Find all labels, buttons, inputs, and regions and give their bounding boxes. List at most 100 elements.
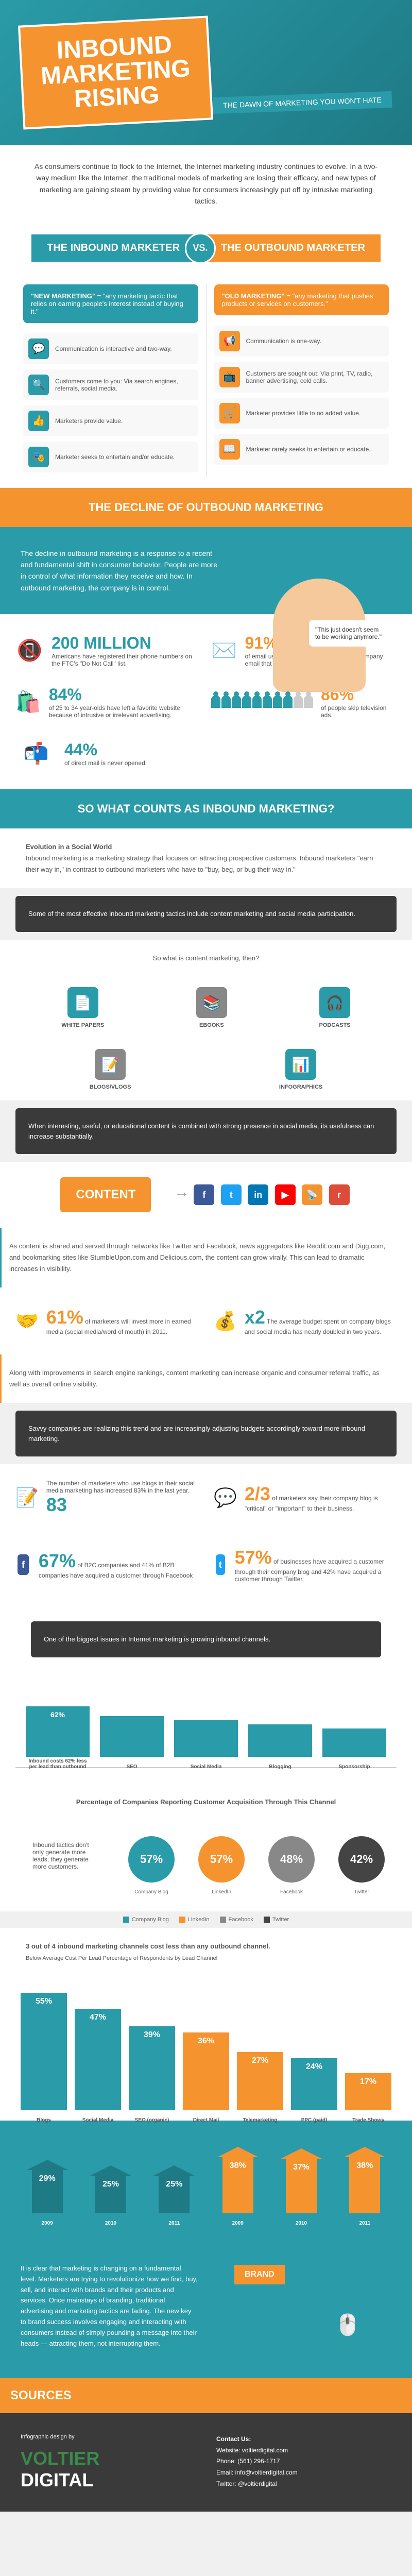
circle-stat: 57%Company Blog xyxy=(128,1836,175,1896)
reroute-text1: As content is shared and served through … xyxy=(0,1228,412,1287)
tv-icon: 📺 xyxy=(219,367,240,387)
blog-icon: 📝 xyxy=(95,1049,126,1080)
arrow: 29%2009 xyxy=(32,2170,63,2213)
hand-illustration xyxy=(247,537,391,692)
paper-icon: 📄 xyxy=(67,987,98,1018)
main-title: INBOUNDMARKETINGRISING xyxy=(39,31,192,113)
reroute-dark: Savvy companies are realizing this trend… xyxy=(15,1411,397,1456)
bar: Sponsorship xyxy=(322,1728,386,1757)
people-icon xyxy=(211,696,313,708)
dual-stat-2: 📝 The number of marketers who use blogs … xyxy=(0,1464,412,1531)
fb-icon: f xyxy=(18,1554,29,1575)
cart-icon: 🛒 xyxy=(219,403,240,423)
inbound-item: 🎭Marketer seeks to entertain and/or educ… xyxy=(23,442,198,472)
bar: SEO xyxy=(100,1716,164,1757)
contact-info: Contact Us: Website: voltierdigital.com … xyxy=(216,2434,391,2491)
stat-200m: 📵 200 MILLIONAmericans have registered t… xyxy=(15,630,201,671)
evolution-block: Evolution in a Social World Inbound mark… xyxy=(0,828,412,888)
chat-icon: 💬 xyxy=(28,338,49,359)
circles-row: Inbound tactics don't only generate more… xyxy=(0,1821,412,1911)
legend: Company Blog LinkedIn Facebook Twitter xyxy=(0,1911,412,1928)
combined-block: When interesting, useful, or educational… xyxy=(15,1108,397,1154)
megaphone-icon: 📢 xyxy=(219,331,240,351)
channels-chart: One of the biggest issues in Internet ma… xyxy=(0,1598,412,1784)
header: INBOUNDMARKETINGRISING THE DAWN OF MARKE… xyxy=(0,0,412,145)
chat-icon: 💬 xyxy=(214,1480,237,1516)
bar: Blogging xyxy=(248,1724,312,1757)
linkedin-icon: in xyxy=(248,1184,268,1205)
big-bar: 17%Trade Shows xyxy=(345,2073,391,2110)
stat-83: 📝 The number of marketers who use blogs … xyxy=(15,1480,198,1516)
brand-section: It is clear that marketing is changing o… xyxy=(0,2234,412,2378)
thumbsup-icon: 👍 xyxy=(28,411,49,431)
vs-circle: VS. xyxy=(185,233,216,264)
type-whitepapers: 📄WHITE PAPERS xyxy=(61,987,104,1028)
compare-section: "NEW MARKETING" = "any marketing tactic … xyxy=(0,274,412,488)
arrow: 38%2009 xyxy=(222,2157,253,2213)
big-bar: 47%Social Media xyxy=(75,2009,121,2110)
brand-visual: BRAND 🖱️ xyxy=(214,2255,391,2358)
search-icon: 🔍 xyxy=(28,375,49,395)
chart-icon: 📊 xyxy=(285,1049,316,1080)
reroute-text2: Along with Improvements in search engine… xyxy=(0,1354,412,1403)
type-ebooks: 📚EBOOKS xyxy=(196,987,227,1028)
decline-section: The decline in outbound marketing is a r… xyxy=(0,527,412,615)
email-icon: ✉️ xyxy=(211,630,237,671)
twitter-icon: t xyxy=(221,1184,242,1205)
inbound-title: SO WHAT COUNTS AS INBOUND MARKETING? xyxy=(0,789,412,828)
logo: Infographic design by VOLTIERDIGITAL xyxy=(21,2434,196,2491)
old-marketing-def: "OLD MARKETING" = "any marketing that pu… xyxy=(214,284,389,315)
handshake-icon: 🤝 xyxy=(15,1303,39,1339)
inbound-item: 🔍Customers come to you: Via search engin… xyxy=(23,369,198,400)
reddit-icon: r xyxy=(329,1184,350,1205)
channels-title: One of the biggest issues in Internet ma… xyxy=(31,1621,381,1657)
bar: 62%Inbound costs 62% less per lead than … xyxy=(26,1706,90,1757)
brand-text: It is clear that marketing is changing o… xyxy=(21,2263,198,2349)
stat-84: 🛍️ 84%of 25 to 34 year-olds have left a … xyxy=(15,681,201,722)
sources-title: SOURCES xyxy=(0,2378,412,2413)
blog-icon: 📝 xyxy=(15,1480,39,1516)
arrow: 25%2011 xyxy=(159,2176,190,2213)
subtitle-banner: THE DAWN OF MARKETING YOU WON'T HATE xyxy=(212,91,392,114)
masks-icon: 🎭 xyxy=(28,447,49,467)
inbound-item: 👍Marketers provide value. xyxy=(23,405,198,436)
content-types-2: 📝BLOGS/VLOGS 📊INFOGRAPHICS xyxy=(0,1039,412,1100)
outbound-item: 📺Customers are sought out: Via print, TV… xyxy=(214,362,389,393)
stat-44: 📬 44%of direct mail is never opened. xyxy=(15,733,397,774)
type-blogs: 📝BLOGS/VLOGS xyxy=(90,1049,131,1090)
arrow-chart: 29%2009 25%2010 25%2011 38%2009 37%2010 … xyxy=(0,2121,412,2234)
outbound-banner: THE OUTBOUND MARKETER xyxy=(205,234,381,262)
outbound-item: 🛒Marketer provides little to no added va… xyxy=(214,398,389,429)
big-bar: 36%Direct Mail xyxy=(183,2032,229,2110)
cursor-icon: 🖱️ xyxy=(335,2313,360,2337)
phone-icon: 📵 xyxy=(15,630,44,671)
bar-chart: 62%Inbound costs 62% less per lead than … xyxy=(15,1665,397,1768)
arrow: 38%2011 xyxy=(349,2157,380,2213)
bar: Social Media xyxy=(174,1720,238,1757)
circle-stat: 57%LinkedIn xyxy=(198,1836,245,1896)
speech-bubble: "This just doesn't seem to be working an… xyxy=(309,620,391,647)
dual-stat-1: 🤝 61% of marketers will invest more in e… xyxy=(0,1287,412,1354)
big-chart-title: 3 out of 4 inbound marketing channels co… xyxy=(0,1928,412,1976)
inbound-column: "NEW MARKETING" = "any marketing tactic … xyxy=(15,284,206,478)
decline-title: THE DECLINE OF OUTBOUND MARKETING xyxy=(0,488,412,527)
circle-stat: 48%Facebook xyxy=(268,1836,315,1896)
mail-icon: 📬 xyxy=(15,733,57,774)
brand-label: BRAND xyxy=(234,2265,285,2284)
big-bar: 24%PPC (paid) xyxy=(291,2058,337,2110)
headphones-icon: 🎧 xyxy=(319,987,350,1018)
title-badge: INBOUNDMARKETINGRISING xyxy=(18,15,213,129)
new-marketing-def: "NEW MARKETING" = "any marketing tactic … xyxy=(23,284,198,323)
question-text: So what is content marketing, then? xyxy=(0,940,412,977)
rss-icon: 📡 xyxy=(302,1184,322,1205)
inbound-banner: THE INBOUND MARKETER xyxy=(31,234,195,262)
circle-stat: 42%Twitter xyxy=(338,1836,385,1896)
big-bar: 55%Blogs xyxy=(21,1993,67,2110)
outbound-item: 📢Communication is one-way. xyxy=(214,326,389,357)
facebook-icon: f xyxy=(194,1184,214,1205)
content-types: 📄WHITE PAPERS 📚EBOOKS 🎧PODCASTS xyxy=(0,977,412,1039)
circles-side: Inbound tactics don't only generate more… xyxy=(27,1836,105,1896)
book-icon: 📖 xyxy=(219,439,240,460)
outbound-column: "OLD MARKETING" = "any marketing that pu… xyxy=(207,284,397,478)
stat-67: f 67% of B2C companies and 41% of B2B co… xyxy=(15,1547,198,1583)
